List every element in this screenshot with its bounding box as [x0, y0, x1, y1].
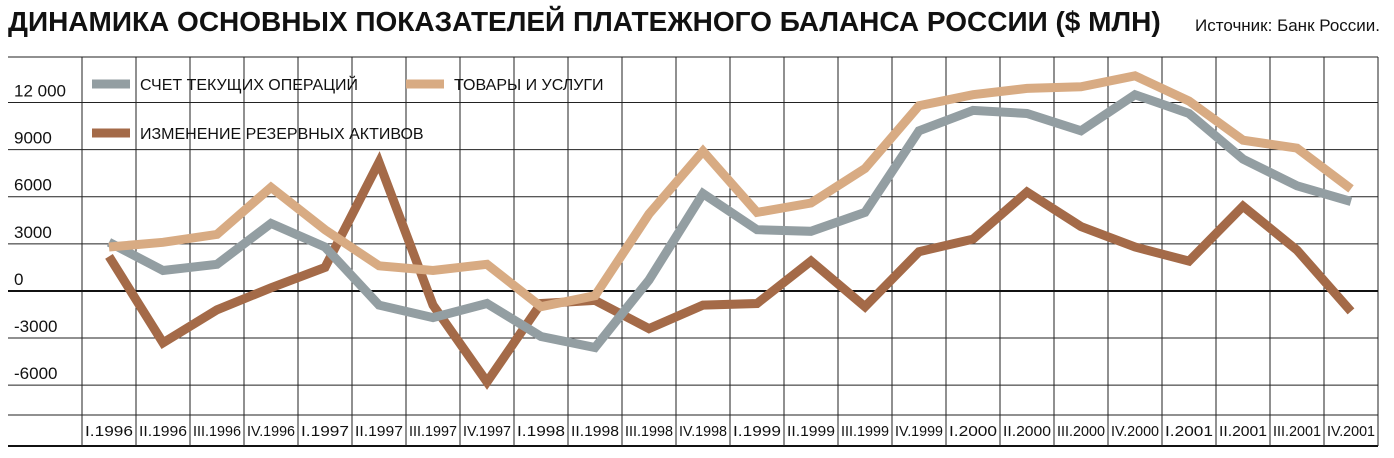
chart-title: ДИНАМИКА ОСНОВНЫХ ПОКАЗАТЕЛЕЙ ПЛАТЕЖНОГО…: [8, 5, 1161, 37]
legend-label: ИЗМЕНЕНИЕ РЕЗЕРВНЫХ АКТИВОВ: [140, 126, 424, 143]
x-tick-label: I.2001: [1165, 423, 1213, 440]
x-tick-label: I.1997: [301, 423, 349, 440]
y-tick-label: 12 000: [14, 82, 66, 101]
series-line-3: [105, 151, 1355, 390]
x-tick-label: IV.1997: [463, 423, 511, 440]
x-tick-label: III.1999: [841, 423, 889, 440]
y-tick-label: 0: [14, 270, 23, 289]
x-tick-label: I.1996: [85, 423, 133, 440]
x-tick-label: III.2000: [1057, 423, 1105, 440]
x-tick-label: III.1998: [625, 423, 673, 440]
x-tick-label: II.1999: [787, 423, 835, 440]
x-tick-label: II.1998: [571, 423, 619, 440]
legend-label: ТОВАРЫ И УСЛУГИ: [454, 77, 604, 94]
x-axis-ticks: I.1996 II.1996 III.1996 IV.1996 I.1997 II.199…: [85, 423, 1375, 440]
x-tick-label: IV.2001: [1327, 423, 1375, 440]
x-tick-label: IV.1998: [679, 423, 727, 440]
x-tick-label: II.2000: [1003, 423, 1051, 440]
legend: СЧЕТ ТЕКУЩИХ ОПЕРАЦИЙ ТОВАРЫ И УСЛУГИ ИЗМЕ…: [92, 75, 604, 143]
x-tick-label: II.1997: [355, 423, 403, 440]
grid: [8, 56, 1379, 447]
y-tick-label: -6000: [14, 364, 57, 383]
x-tick-label: IV.2000: [1111, 423, 1159, 440]
x-tick-label: I.1998: [517, 423, 565, 440]
y-tick-label: -3000: [14, 317, 57, 336]
x-tick-label: III.2001: [1273, 423, 1321, 440]
x-tick-label: I.2000: [949, 423, 997, 440]
y-tick-label: 6000: [14, 176, 52, 195]
chart-source: Источник: Банк России.: [1195, 16, 1380, 35]
series-lines: [105, 71, 1355, 390]
series-line-1: [106, 89, 1353, 353]
y-tick-label: 9000: [14, 129, 52, 148]
legend-label: СЧЕТ ТЕКУЩИХ ОПЕРАЦИЙ: [140, 75, 358, 94]
x-tick-label: II.1996: [139, 423, 187, 440]
x-tick-label: I.1999: [733, 423, 781, 440]
series-line-2: [108, 71, 1354, 312]
y-axis-ticks: 12 000 9000 6000 3000 0 -3000 -6000: [14, 82, 66, 384]
x-tick-label: III.1997: [409, 423, 457, 440]
x-tick-label: IV.1996: [247, 423, 295, 440]
x-tick-label: II.2001: [1219, 423, 1267, 440]
x-tick-label: IV.1999: [895, 423, 943, 440]
x-tick-label: III.1996: [193, 423, 241, 440]
y-tick-label: 3000: [14, 223, 52, 242]
